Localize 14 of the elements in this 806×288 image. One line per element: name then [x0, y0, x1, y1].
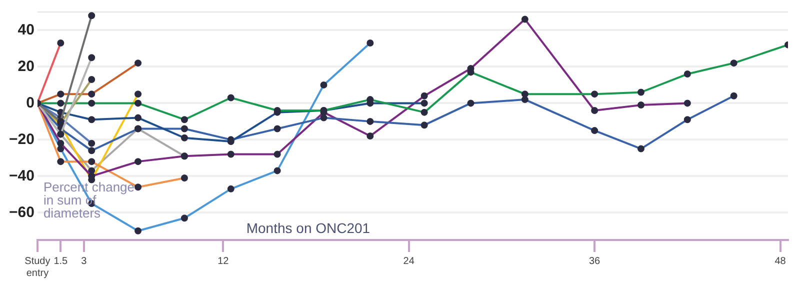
- y-tick-label: 20: [18, 58, 34, 75]
- x-tick-label: 48: [774, 256, 786, 267]
- x-tick-label: 24: [403, 256, 415, 267]
- y-tick-label: −60: [8, 204, 34, 221]
- x-axis-title: Months on ONC201: [246, 220, 370, 236]
- x-tick-label: 36: [588, 256, 601, 267]
- x-tick-label: Study entry: [24, 256, 50, 279]
- y-tick-label: 40: [18, 21, 34, 38]
- y-tick-label: −20: [8, 130, 34, 148]
- x-tick-label: 12: [218, 256, 230, 267]
- y-tick-label: −40: [8, 167, 34, 184]
- x-tick-label: 3: [81, 256, 88, 267]
- y-tick-label: 0: [26, 94, 34, 112]
- x-tick-label: 1.5: [54, 256, 68, 267]
